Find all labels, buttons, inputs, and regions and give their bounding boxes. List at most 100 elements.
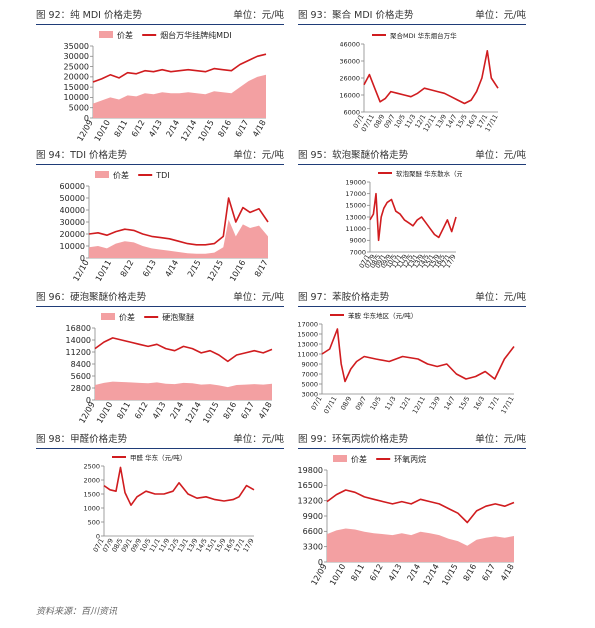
legend-swatch-area xyxy=(101,313,115,320)
y-tick-label: 5600 xyxy=(71,372,91,381)
y-tick-label: 13000 xyxy=(346,213,366,221)
chart-tdi: 价差 TDI 0 10000 20000 30000 40000 50000 60000 12/1… xyxy=(60,166,274,286)
legend-label: TDI xyxy=(155,171,169,180)
legend-label: 价差 xyxy=(351,454,367,464)
y-tick-label: 3000 xyxy=(301,390,318,398)
chart-polymeric-mdi: 聚合MDI 华东烟台万华 6000 16000 26000 36000 46000 07/1… xyxy=(340,28,504,146)
y-tick-label: 16000 xyxy=(340,91,360,99)
legend-label: 价差 xyxy=(119,312,135,322)
legend-label: 甲醛 华东（元/吨） xyxy=(130,453,186,462)
chart-header-1: 图 92：纯 MDI 价格走势 单位：元/吨 xyxy=(36,8,284,24)
chart-header-4: 图 95：软泡聚醚价格走势 单位：元/吨 xyxy=(298,148,526,164)
chart-pure-mdi: 价差 烟台万华挂牌纯MDI 0 5000 10000 15000 20000 25000 300… xyxy=(64,26,272,146)
y-tick-label: 19800 xyxy=(298,466,323,475)
y-tick-label: 7000 xyxy=(301,370,318,378)
source-note: 资料来源：百川资讯 xyxy=(36,607,118,617)
divider xyxy=(36,24,284,25)
y-tick-label: 25000 xyxy=(64,62,89,71)
chart-unit: 单位：元/吨 xyxy=(233,150,284,161)
chart-background xyxy=(60,166,274,286)
chart-title: 图 93：聚合 MDI 价格走势 xyxy=(298,10,414,21)
y-tick-label: 13200 xyxy=(298,496,323,505)
y-tick-label: 5000 xyxy=(69,104,89,113)
y-tick-label: 20000 xyxy=(64,73,89,82)
y-tick-label: 5000 xyxy=(301,380,318,388)
y-tick-label: 500 xyxy=(88,518,100,526)
y-tick-label: 15000 xyxy=(64,83,89,92)
y-tick-label: 19000 xyxy=(346,178,366,186)
divider xyxy=(298,448,526,449)
chart-header-8: 图 99：环氧丙烷价格走势 单位：元/吨 xyxy=(298,432,526,448)
y-tick-label: 11000 xyxy=(298,350,318,358)
chart-background xyxy=(340,28,504,146)
y-tick-label: 3300 xyxy=(303,542,323,551)
chart-header-5: 图 96：硬泡聚醚价格走势 单位：元/吨 xyxy=(36,290,284,306)
y-tick-label: 0 xyxy=(80,254,85,263)
y-tick-label: 0 xyxy=(86,396,91,405)
chart-title: 图 94：TDI 价格走势 xyxy=(36,150,128,161)
series-line-price xyxy=(363,50,499,105)
chart-soft-polyether: 软泡聚醚 华东散水（元/吨） 7000 9000 11000 13000 15000 170… xyxy=(346,166,462,286)
divider xyxy=(36,448,284,449)
y-tick-label: 40000 xyxy=(60,206,85,215)
chart-rigid-polyether: 价差 硬泡聚醚 0 2800 5600 8400 11200 14000 16800 12/09 1… xyxy=(66,308,278,428)
y-tick-label: 2000 xyxy=(84,476,100,484)
chart-formaldehyde: 甲醛 华东（元/吨） 0 500 1000 1500 2000 2500 07/1 07/9 08… xyxy=(84,450,260,570)
legend-label: 硬泡聚醚 xyxy=(162,312,194,322)
chart-header-2: 图 93：聚合 MDI 价格走势 单位：元/吨 xyxy=(298,8,526,24)
chart-svg: 聚合MDI 华东烟台万华60001600026000360004600007/1… xyxy=(340,28,504,146)
series-line-price xyxy=(92,53,267,83)
y-tick-label: 8400 xyxy=(71,360,91,369)
y-tick-label: 17000 xyxy=(298,320,318,328)
chart-unit: 单位：元/吨 xyxy=(233,292,284,303)
chart-title: 图 95：软泡聚醚价格走势 xyxy=(298,150,409,161)
chart-background xyxy=(84,450,260,570)
chart-header-7: 图 98：甲醛价格走势 单位：元/吨 xyxy=(36,432,284,448)
chart-title: 图 97：苯胺价格走势 xyxy=(298,292,390,303)
y-tick-label: 17000 xyxy=(346,190,366,198)
legend-label: 烟台万华挂牌纯MDI xyxy=(160,30,231,40)
series-line-price xyxy=(326,489,515,524)
chart-background xyxy=(346,166,462,286)
chart-unit: 单位：元/吨 xyxy=(475,292,526,303)
y-tick-label: 35000 xyxy=(64,42,89,51)
y-tick-label: 14000 xyxy=(66,336,91,345)
chart-unit: 单位：元/吨 xyxy=(475,150,526,161)
legend-label: 价差 xyxy=(113,170,129,180)
y-tick-label: 11200 xyxy=(66,348,91,357)
chart-background xyxy=(64,26,272,146)
divider xyxy=(36,164,284,165)
y-tick-label: 46000 xyxy=(340,40,360,48)
divider xyxy=(298,306,526,307)
y-tick-label: 10000 xyxy=(60,242,85,251)
chart-title: 图 99：环氧丙烷价格走势 xyxy=(298,434,409,445)
chart-unit: 单位：元/吨 xyxy=(475,10,526,21)
y-tick-label: 60000 xyxy=(60,182,85,191)
y-tick-label: 13000 xyxy=(298,340,318,348)
chart-unit: 单位：元/吨 xyxy=(233,10,284,21)
y-tick-label: 20000 xyxy=(60,230,85,239)
chart-svg: 价差 TDI010000200003000040000500006000012/1… xyxy=(60,166,274,286)
y-tick-label: 6000 xyxy=(343,108,360,116)
legend-swatch-area xyxy=(99,31,113,38)
y-tick-label: 0 xyxy=(84,114,89,123)
series-area-spread xyxy=(89,219,268,258)
y-tick-label: 16500 xyxy=(298,481,323,490)
series-line-price xyxy=(94,337,273,363)
y-tick-label: 9000 xyxy=(349,237,366,245)
y-tick-label: 2800 xyxy=(71,384,91,393)
legend-swatch-area xyxy=(333,455,347,462)
chart-background xyxy=(298,450,520,590)
y-tick-label: 9000 xyxy=(301,360,318,368)
y-tick-label: 0 xyxy=(96,532,100,540)
divider xyxy=(36,306,284,307)
divider xyxy=(298,164,526,165)
y-tick-label: 30000 xyxy=(60,218,85,227)
legend-label: 苯胺 华东地区（元/吨） xyxy=(348,311,417,320)
chart-propylene-oxide: 价差 环氧丙烷 0 3300 6600 9900 13200 16500 19800 12/09 1… xyxy=(298,450,520,590)
chart-header-6: 图 97：苯胺价格走势 单位：元/吨 xyxy=(298,290,526,306)
series-area-spread xyxy=(327,528,514,562)
y-tick-label: 11000 xyxy=(346,225,366,233)
